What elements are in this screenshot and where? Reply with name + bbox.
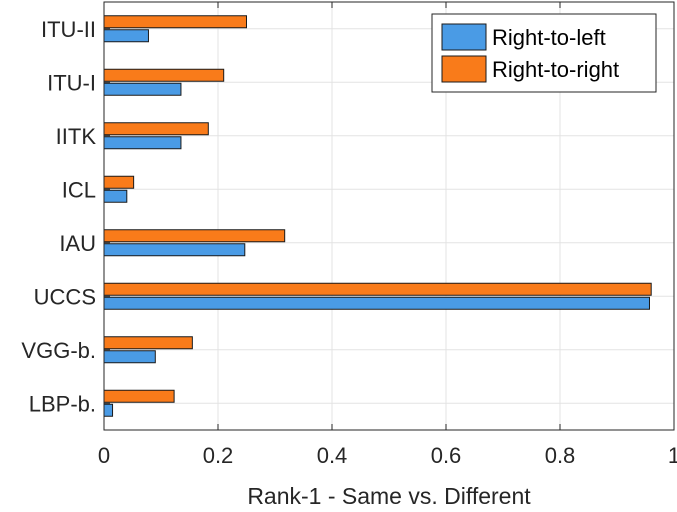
x-tick-label: 0 bbox=[98, 443, 110, 468]
bar-right-to-left-itu-ii bbox=[103, 29, 149, 43]
bar-right-to-left-icl bbox=[103, 189, 128, 203]
y-tick-label: VGG-b. bbox=[21, 338, 96, 363]
y-ticks: ITU-II ITU-I IITK ICL IAU UCCS VGG-b. LBP-b. bbox=[21, 17, 110, 416]
plot-frame bbox=[103, 1, 675, 431]
bar-right-to-right-iau bbox=[103, 229, 286, 243]
y-tick-label: ITU-I bbox=[47, 70, 96, 95]
y-tick-label: UCCS bbox=[34, 284, 96, 309]
y-tick-label: ICL bbox=[62, 177, 96, 202]
y-tick-label: ITU-II bbox=[41, 17, 96, 42]
x-tick-label: 0.8 bbox=[545, 443, 576, 468]
x-tick-label: 1 bbox=[668, 443, 677, 468]
bar-right-to-right-iitk bbox=[103, 122, 209, 136]
x-tick-label: 0.2 bbox=[203, 443, 234, 468]
x-ticks: 0 0.2 0.4 0.6 0.8 1 bbox=[98, 2, 677, 468]
legend-swatch-right-to-left bbox=[441, 23, 487, 51]
bar-right-to-right-icl bbox=[103, 175, 135, 189]
bar-right-to-left-itu-i bbox=[103, 82, 182, 96]
legend-swatch-right-to-right bbox=[441, 55, 487, 83]
y-tick-label: IAU bbox=[59, 231, 96, 256]
legend-label-right-to-right: Right-to-right bbox=[492, 57, 619, 82]
x-tick-label: 0.6 bbox=[431, 443, 462, 468]
bar-right-to-left-vgg-b bbox=[103, 350, 156, 364]
bar-right-to-left-uccs bbox=[103, 296, 650, 310]
bar-right-to-left-lbp-b bbox=[103, 403, 114, 417]
bar-right-to-right-itu-ii bbox=[103, 15, 247, 29]
bar-right-to-right-itu-i bbox=[103, 68, 225, 82]
bar-right-to-right-lbp-b bbox=[103, 389, 175, 403]
bars-group bbox=[103, 15, 652, 417]
bar-right-to-right-uccs bbox=[103, 282, 652, 296]
legend-label-right-to-left: Right-to-left bbox=[492, 25, 606, 50]
bar-right-to-left-iau bbox=[103, 243, 246, 257]
y-tick-label: LBP-b. bbox=[29, 391, 96, 416]
legend: Right-to-left Right-to-right bbox=[431, 13, 657, 93]
y-tick-label: IITK bbox=[56, 124, 97, 149]
x-tick-label: 0.4 bbox=[317, 443, 348, 468]
x-axis-label: Rank-1 - Same vs. Different bbox=[247, 483, 531, 509]
bar-right-to-right-vgg-b bbox=[103, 336, 193, 350]
bar-right-to-left-iitk bbox=[103, 136, 182, 150]
